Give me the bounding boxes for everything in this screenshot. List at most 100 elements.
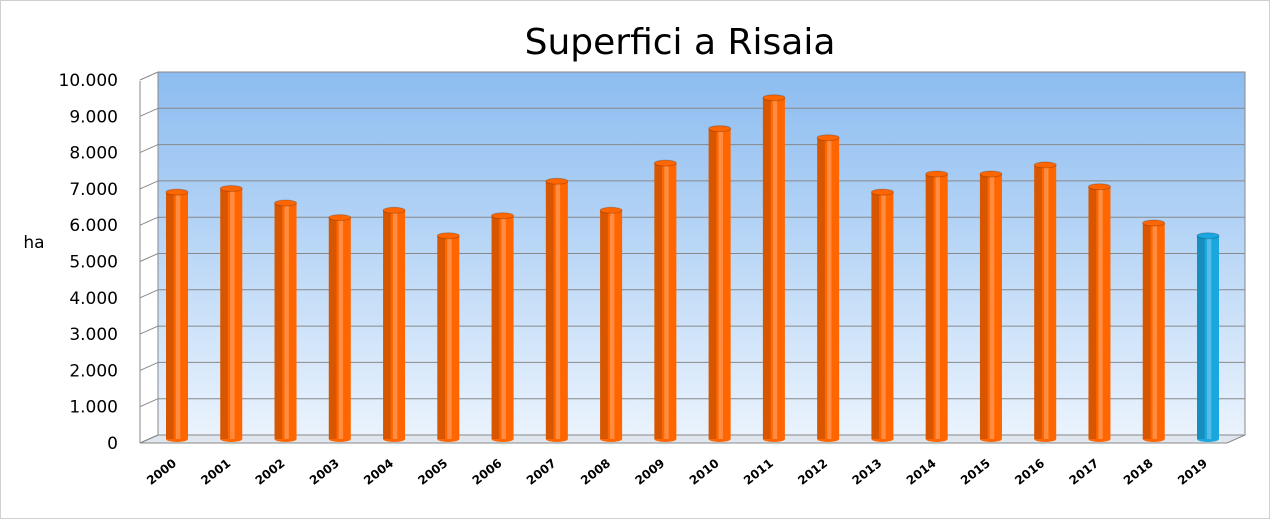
bar-shade [708,128,717,439]
bar-shade [274,203,283,439]
bar-cap [328,214,352,222]
bar-cap [599,206,623,214]
bar-shine [175,192,181,439]
y-tick-label: 1.000 [69,398,118,418]
bar-shine [610,210,615,439]
bar-shade [166,192,174,439]
bar-shine [718,128,723,439]
bar [545,181,568,439]
bar-cap [1033,161,1057,169]
y-tick-label: 6.000 [69,216,118,236]
bar-shine [1152,223,1158,439]
chart-title: Superfici a Risaia [525,22,836,63]
y-tick-label: 5.000 [69,253,118,273]
bar-cap [382,206,406,214]
y-axis-label: ha [23,233,44,253]
bar [708,128,731,439]
y-tick-label: 8.000 [69,144,118,164]
bar-shine [392,210,398,439]
bar-cap [708,125,732,133]
bar [383,210,406,439]
bar-shine [664,163,669,439]
bar-cap [1142,219,1166,227]
bar-shine [772,97,778,439]
bar-shine [338,217,344,439]
grid-line-side [139,107,159,117]
y-tick-label: 7.000 [69,180,118,200]
grid-line-side [139,71,159,81]
y-tick-label: 4.000 [69,289,118,309]
bar-cap [653,159,677,167]
bar-shine [935,174,940,439]
bar-shade [545,181,554,439]
y-tick-label: 0 [107,434,118,454]
bar-shine [1098,186,1103,439]
grid-line-side [139,144,159,154]
bar [762,97,785,439]
bar-shade [328,217,337,439]
bar-shade [925,174,934,439]
bar-shade [491,215,500,439]
grid-line-side [139,398,159,408]
bar-cap [219,185,243,193]
bar [600,210,623,439]
bar-shade [600,210,608,439]
bar [871,192,894,439]
bar [654,163,677,439]
bar-shade [1034,164,1042,439]
bar [166,192,188,439]
bar-shade [762,97,771,439]
bar-shine [827,137,832,439]
bar-shade [1088,186,1097,439]
bar-cap [545,177,569,185]
y-tick-label: 3.000 [69,325,118,345]
bar-cap [165,188,189,196]
bar-shade [1197,235,1205,439]
bar-cap [1087,183,1111,191]
grid-line-side [139,434,159,444]
bar-shade [817,137,825,439]
bar-cap [762,94,786,102]
bar [491,215,514,439]
bar-shine [230,188,235,439]
bar [979,174,1002,439]
bar-shade [383,210,391,439]
bar-shine [1206,235,1212,439]
bar-shine [881,192,886,439]
bar-shade [437,235,446,439]
bar [274,203,297,439]
bar-shine [501,215,506,439]
bar-shade [1142,223,1151,439]
bar-cap [979,170,1003,178]
grid-line-side [139,253,159,262]
bar [925,174,948,439]
bar [220,188,243,439]
grid-line-side [139,325,159,335]
bar [1088,186,1111,439]
y-tick-label: 10.000 [59,71,118,91]
bar-shine [555,181,561,439]
bar-shade [220,188,228,439]
bar-shade [654,163,663,439]
bar-cap [816,134,840,142]
bar [1142,223,1165,439]
bar [817,137,840,439]
bar-shine [447,235,452,439]
bar [437,235,460,439]
grid-line-side [139,361,159,371]
y-tick-label: 9.000 [69,107,118,127]
bar-shine [989,174,995,439]
bar-shine [284,203,289,439]
bar-shade [979,174,988,439]
bar-shade [871,192,880,439]
grid-line-side [139,289,159,299]
y-tick-label: 2.000 [69,361,118,381]
grid-line-side [139,180,159,190]
bar [328,217,351,439]
bar [1034,164,1057,439]
bar-cap [436,232,460,240]
bar [1197,235,1219,439]
bar-cap [491,212,515,220]
bar-shine [1044,164,1049,439]
